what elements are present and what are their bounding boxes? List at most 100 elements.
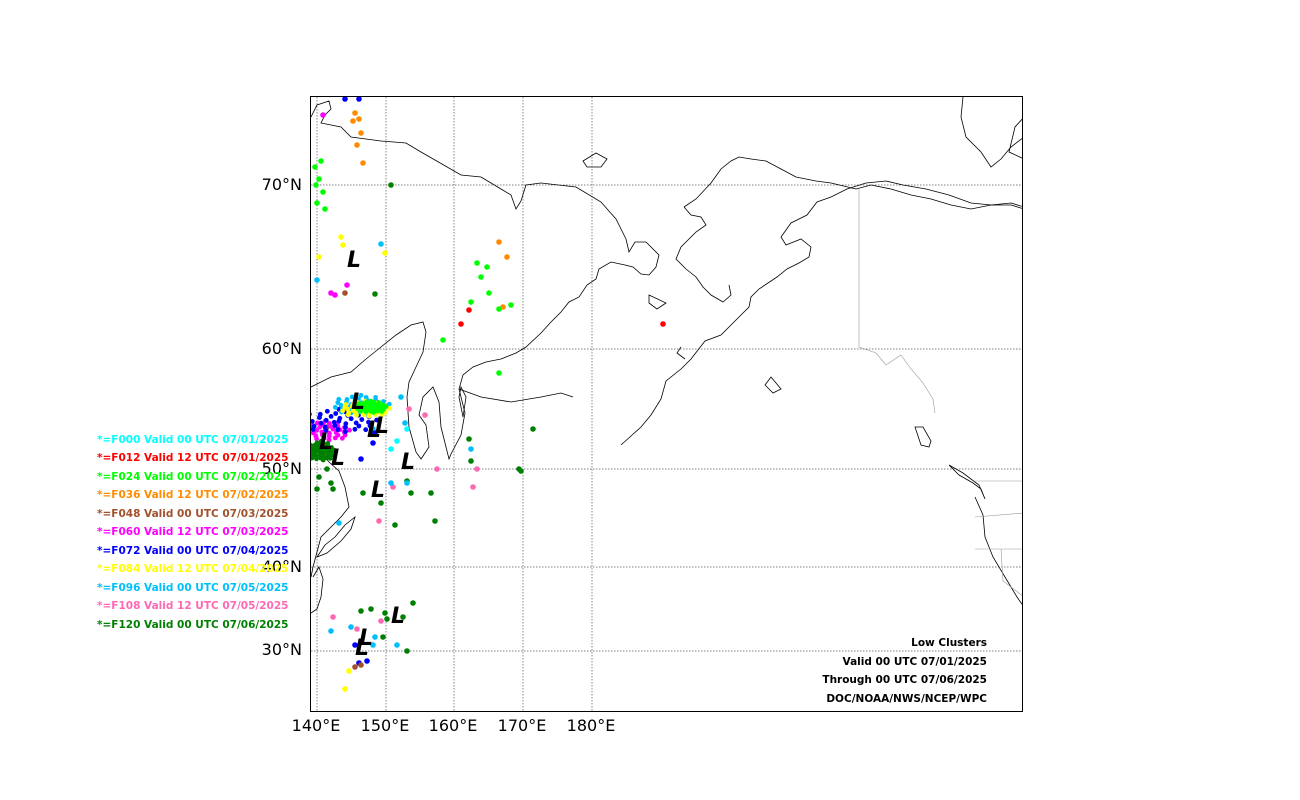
cluster-marker	[366, 413, 372, 419]
cluster-marker	[352, 426, 358, 432]
lon-label-170e: 170°E	[497, 716, 547, 735]
cluster-marker	[496, 239, 502, 245]
cluster-marker	[388, 480, 394, 486]
info-title: Low Clusters	[911, 637, 987, 649]
cluster-marker	[343, 421, 349, 427]
cluster-marker	[356, 423, 362, 429]
cluster-marker	[342, 290, 348, 296]
cluster-marker	[508, 302, 514, 308]
cluster-marker	[344, 282, 350, 288]
cluster-marker	[388, 182, 394, 188]
cluster-marker	[354, 142, 360, 148]
coastlines	[311, 97, 1022, 614]
cluster-marker	[356, 396, 361, 402]
low-center-symbol: L	[347, 248, 361, 273]
cluster-marker	[317, 411, 323, 417]
info-valid: Valid 00 UTC 07/01/2025	[842, 656, 987, 668]
cluster-marker	[364, 658, 370, 664]
cluster-marker	[343, 402, 349, 407]
cluster-marker	[358, 392, 364, 398]
cluster-marker	[354, 412, 359, 418]
cluster-marker	[496, 306, 502, 312]
low-center-symbol: L	[351, 390, 365, 415]
cluster-marker	[346, 668, 352, 674]
cluster-marker	[343, 424, 348, 430]
kodiak-island	[764, 376, 782, 394]
legend-item-f084: *=F084 Valid 12 UTC 07/04/2025	[97, 563, 289, 575]
cluster-marker	[349, 394, 355, 400]
legend-item-f108: *=F108 Valid 12 UTC 07/05/2025	[97, 600, 289, 612]
alaska-west-coast	[683, 156, 1022, 210]
cluster-marker	[470, 484, 476, 490]
cluster-marker	[352, 110, 358, 116]
cluster-marker	[466, 307, 472, 313]
cluster-marker	[345, 412, 351, 418]
low-center-symbol: L	[391, 604, 405, 629]
low-center-symbol: L	[359, 626, 373, 651]
lon-label-150e: 150°E	[360, 716, 410, 735]
cluster-marker	[408, 490, 414, 496]
cluster-marker	[324, 408, 330, 414]
lat-label-40n: 40°N	[261, 557, 302, 576]
cluster-marker	[354, 626, 360, 632]
cluster-marker	[315, 420, 320, 426]
cluster-marker	[376, 400, 382, 405]
cluster-marker	[314, 440, 320, 446]
cluster-marker	[337, 415, 343, 421]
low-center-symbol: L	[401, 450, 415, 475]
info-credit: DOC/NOAA/NWS/NCEP/WPC	[826, 693, 987, 705]
cluster-marker	[358, 408, 363, 414]
cluster-marker	[338, 234, 344, 240]
cluster-marker	[311, 419, 315, 424]
arctic-islands	[960, 97, 1022, 168]
cluster-marker	[434, 466, 440, 472]
cluster-marker	[376, 518, 382, 524]
cluster-marker	[332, 292, 338, 298]
cluster-marker	[358, 130, 364, 136]
low-center-symbol: L	[331, 446, 345, 471]
cluster-marker	[314, 456, 319, 462]
cluster-marker	[378, 618, 384, 624]
cluster-marker	[340, 242, 346, 248]
cluster-marker	[340, 408, 346, 414]
cluster-marker	[314, 428, 320, 433]
cluster-marker	[380, 634, 386, 640]
cluster-marker	[312, 164, 318, 170]
cluster-marker	[518, 468, 524, 474]
cluster-marker	[474, 260, 480, 266]
legend-item-f096: *=F096 Valid 00 UTC 07/05/2025	[97, 582, 289, 594]
cluster-marker	[314, 200, 320, 206]
lon-label-180e: 180°E	[566, 716, 616, 735]
cluster-marker	[321, 435, 327, 441]
cluster-marker	[323, 417, 329, 423]
cluster-marker	[360, 490, 366, 496]
cluster-marker	[428, 490, 434, 496]
cluster-marker	[347, 427, 352, 433]
cluster-marker	[404, 426, 410, 432]
cluster-marker	[352, 664, 358, 670]
cluster-marker	[338, 402, 344, 408]
cluster-marker	[484, 264, 490, 270]
lat-label-50n: 50°N	[261, 459, 302, 478]
cluster-marker	[382, 610, 388, 616]
cluster-marker	[373, 395, 378, 400]
cluster-marker	[358, 456, 364, 462]
cluster-marker	[404, 480, 410, 486]
cluster-marker	[363, 427, 369, 433]
cluster-marker	[392, 522, 398, 528]
canadian-coast	[914, 426, 1022, 605]
cluster-marker	[320, 112, 326, 118]
cluster-marker	[356, 97, 362, 102]
cluster-marker	[384, 616, 390, 622]
cluster-marker	[311, 427, 316, 432]
cluster-marker	[335, 427, 341, 432]
cluster-marker	[343, 429, 348, 435]
legend-item-f060: *=F060 Valid 12 UTC 07/03/2025	[97, 526, 289, 538]
cluster-marker	[400, 614, 406, 620]
cluster-marker	[379, 409, 385, 414]
cluster-marker	[374, 417, 380, 423]
cluster-marker	[316, 474, 322, 480]
cluster-marker	[468, 446, 474, 452]
us-canada-border	[974, 480, 1022, 596]
legend-item-f120: *=F120 Valid 00 UTC 07/06/2025	[97, 619, 289, 631]
